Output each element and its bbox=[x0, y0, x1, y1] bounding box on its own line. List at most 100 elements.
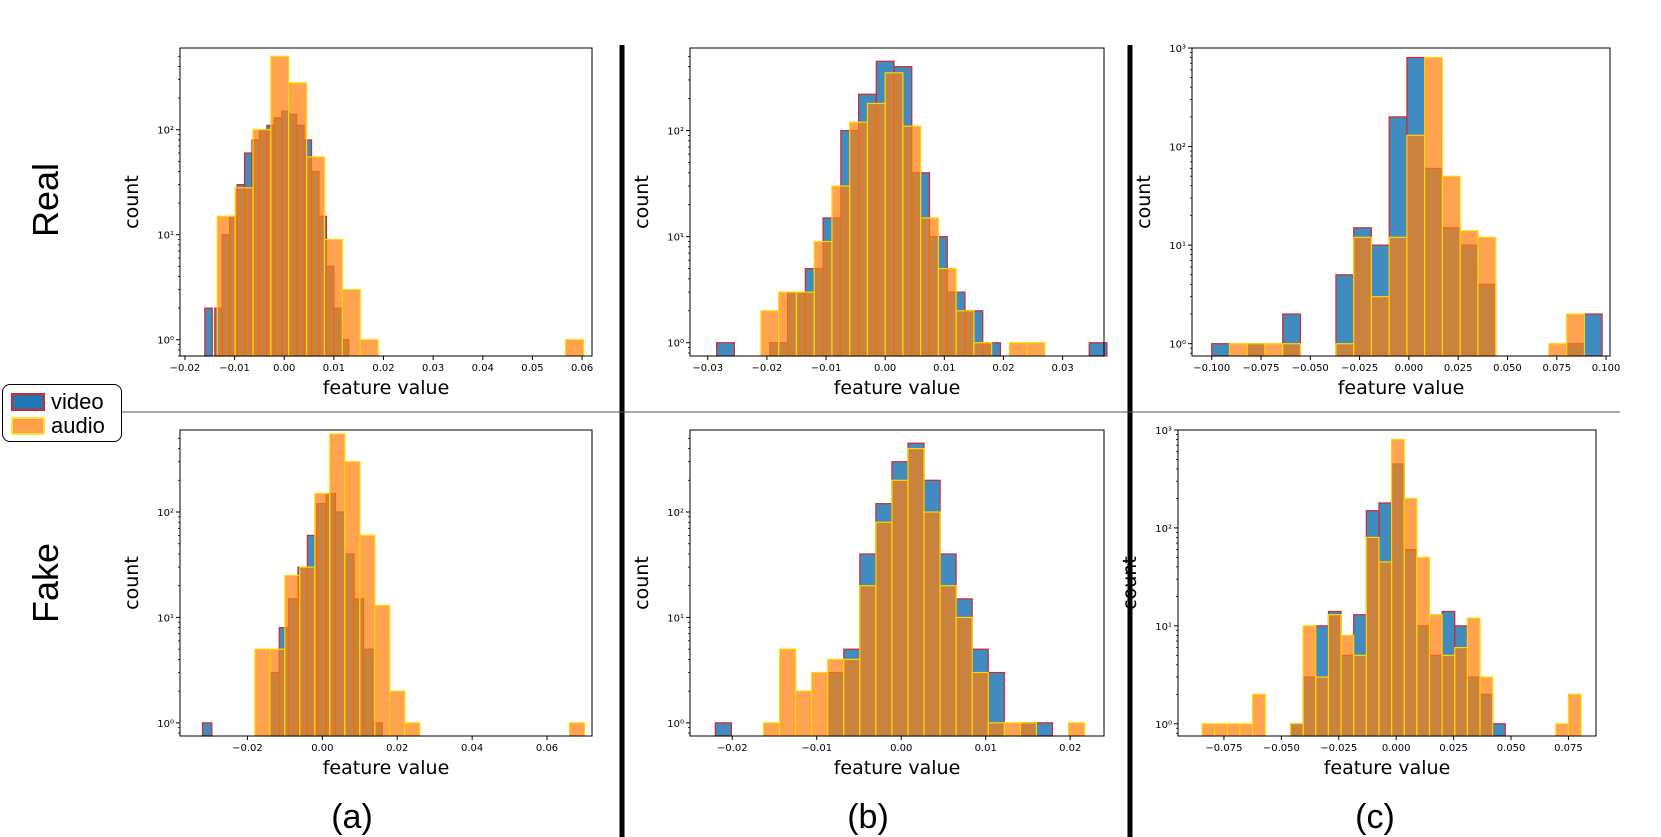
bar-audio-a-fake-11 bbox=[568, 722, 586, 737]
bar-audio-c-fake-0 bbox=[1201, 723, 1216, 737]
x-tick-label-a-real-0: −0.02 bbox=[170, 363, 201, 374]
bar-video-b-fake-13 bbox=[1035, 722, 1054, 737]
bar-audio-c-real-0 bbox=[1228, 343, 1248, 357]
bar-audio-b-fake-15 bbox=[1003, 722, 1021, 737]
bar-audio-b-fake-0 bbox=[762, 722, 781, 737]
x-tick-label-a-real-7: 0.05 bbox=[521, 363, 543, 374]
x-tick-label-c-real-2: −0.050 bbox=[1292, 363, 1329, 374]
x-tick-label-a-real-1: −0.01 bbox=[219, 363, 250, 374]
chart-panel-a-fake: −0.02 0.00 0.02 0.04 0.06 10⁰ 10¹ 10² feature va… bbox=[121, 429, 593, 779]
y-tick-label-a-real-0: 10⁰ bbox=[157, 336, 174, 347]
bar-audio-c-fake-10 bbox=[1353, 654, 1367, 737]
bar-audio-b-fake-6 bbox=[859, 585, 877, 737]
bar-audio-b-fake-8 bbox=[891, 479, 909, 737]
bar-audio-b-fake-17 bbox=[1067, 722, 1086, 737]
y-tick-label-c-fake-0: 10⁰ bbox=[1155, 720, 1172, 731]
x-axis-label-b-fake: feature value bbox=[834, 757, 961, 779]
x-tick-label-c-fake-5: 0.050 bbox=[1497, 743, 1526, 754]
bar-audio-b-real-1 bbox=[778, 291, 798, 357]
plot-frame-a-real bbox=[179, 47, 593, 357]
y-tick-label-a-real-2: 10² bbox=[157, 126, 174, 137]
x-tick-label-c-real-0: −0.100 bbox=[1193, 363, 1230, 374]
bar-audio-a-fake-9 bbox=[389, 690, 406, 737]
bar-audio-c-fake-5 bbox=[1289, 723, 1304, 737]
y-tick-label-c-real-2: 10² bbox=[1169, 143, 1186, 154]
plot-frame-b-real bbox=[689, 47, 1105, 357]
bar-audio-b-real-14 bbox=[1026, 342, 1046, 357]
plot-frame-b-fake bbox=[689, 429, 1105, 737]
chart-panel-a-real: −0.02 −0.01 0.00 0.01 0.02 0.03 0.04 0.05 0.06 10… bbox=[121, 47, 593, 399]
y-tick-label-b-real-1: 10¹ bbox=[667, 233, 684, 244]
x-tick-label-b-real-1: −0.02 bbox=[752, 363, 783, 374]
bar-audio-c-fake-11 bbox=[1365, 536, 1380, 737]
y-axis-label-b-fake: count bbox=[631, 556, 653, 610]
bar-audio-b-fake-13 bbox=[971, 671, 989, 737]
x-tick-label-b-real-5: 0.02 bbox=[992, 363, 1014, 374]
bar-audio-c-real-5 bbox=[1353, 236, 1373, 357]
bar-audio-b-real-10 bbox=[937, 267, 957, 357]
bar-audio-c-real-2 bbox=[1264, 343, 1284, 357]
chart-panel-b-real: −0.03 −0.02 −0.01 0.00 0.01 0.02 0.03 10⁰ 10¹ 10²… bbox=[631, 47, 1108, 399]
bar-video-a-fake-0 bbox=[201, 722, 213, 737]
bar-video-a-real-0 bbox=[204, 307, 213, 357]
legend-label-audio: audio bbox=[51, 413, 105, 438]
x-axis-label-c-fake: feature value bbox=[1324, 757, 1451, 779]
y-axis-label-b-real: count bbox=[631, 175, 653, 229]
bar-audio-c-fake-4 bbox=[1252, 693, 1266, 737]
x-tick-label-a-fake-3: 0.04 bbox=[461, 743, 483, 754]
x-tick-label-c-real-5: 0.025 bbox=[1444, 363, 1473, 374]
x-tick-label-a-fake-1: 0.00 bbox=[311, 743, 333, 754]
legend-swatch-video bbox=[11, 393, 45, 411]
x-tick-label-a-real-5: 0.03 bbox=[422, 363, 444, 374]
bar-audio-c-fake-19 bbox=[1466, 617, 1481, 737]
bar-audio-a-real-4 bbox=[288, 82, 308, 357]
bar-audio-b-real-2 bbox=[795, 291, 815, 357]
bar-audio-b-real-6 bbox=[866, 102, 886, 357]
bar-audio-a-fake-7 bbox=[359, 534, 376, 737]
bar-audio-c-real-12 bbox=[1477, 236, 1497, 357]
x-tick-label-c-real-6: 0.050 bbox=[1493, 363, 1522, 374]
plot-frame-c-fake bbox=[1177, 429, 1597, 737]
bar-audio-b-fake-10 bbox=[923, 511, 941, 737]
bar-audio-a-fake-6 bbox=[344, 461, 361, 737]
bar-audio-c-real-11 bbox=[1459, 230, 1479, 357]
bar-audio-a-real-6 bbox=[323, 238, 343, 357]
y-tick-label-b-fake-0: 10⁰ bbox=[667, 719, 684, 730]
caption-c: (c) bbox=[1355, 798, 1395, 836]
x-axis-label-c-real: feature value bbox=[1338, 377, 1465, 399]
plot-frame-c-real bbox=[1191, 47, 1611, 357]
bar-audio-c-fake-7 bbox=[1315, 676, 1330, 737]
bar-audio-c-real-9 bbox=[1424, 56, 1444, 357]
y-tick-label-c-real-0: 10⁰ bbox=[1169, 340, 1186, 351]
x-tick-label-c-fake-4: 0.025 bbox=[1439, 743, 1468, 754]
bar-audio-a-fake-0 bbox=[254, 648, 271, 737]
bar-audio-c-fake-1 bbox=[1214, 723, 1228, 737]
x-tick-label-a-real-3: 0.01 bbox=[323, 363, 345, 374]
bar-audio-c-fake-8 bbox=[1327, 614, 1342, 737]
x-tick-label-b-fake-3: 0.01 bbox=[975, 743, 997, 754]
chart-panel-c-real: −0.100 −0.075 −0.050 −0.025 0.000 0.025 0.050 0… bbox=[1133, 44, 1620, 399]
y-tick-label-c-fake-1: 10¹ bbox=[1155, 622, 1172, 633]
bar-audio-c-fake-9 bbox=[1340, 634, 1355, 737]
bar-video-b-fake-0 bbox=[714, 722, 732, 737]
y-tick-label-b-real-2: 10² bbox=[667, 127, 684, 138]
legend-item-video: video bbox=[11, 391, 104, 413]
y-axis-label-c-fake: count bbox=[1119, 556, 1141, 610]
x-tick-label-a-fake-2: 0.02 bbox=[386, 743, 408, 754]
legend-label-video: video bbox=[51, 389, 104, 414]
y-tick-label-a-fake-1: 10¹ bbox=[157, 613, 174, 624]
x-tick-label-b-real-0: −0.03 bbox=[692, 363, 723, 374]
bar-audio-c-fake-22 bbox=[1567, 693, 1582, 737]
bar-audio-a-fake-10 bbox=[404, 722, 421, 737]
x-tick-label-b-fake-2: 0.00 bbox=[890, 743, 912, 754]
bar-audio-b-real-9 bbox=[920, 217, 939, 357]
bar-audio-c-real-14 bbox=[1566, 313, 1585, 357]
x-tick-label-a-real-2: 0.00 bbox=[273, 363, 295, 374]
bar-audio-b-fake-14 bbox=[987, 722, 1005, 737]
plot-frame-a-fake bbox=[179, 429, 593, 737]
bar-audio-b-fake-5 bbox=[843, 658, 861, 737]
legend-item-audio: audio bbox=[11, 415, 105, 437]
y-tick-label-b-fake-2: 10² bbox=[667, 508, 684, 519]
x-tick-label-b-real-2: −0.01 bbox=[811, 363, 842, 374]
